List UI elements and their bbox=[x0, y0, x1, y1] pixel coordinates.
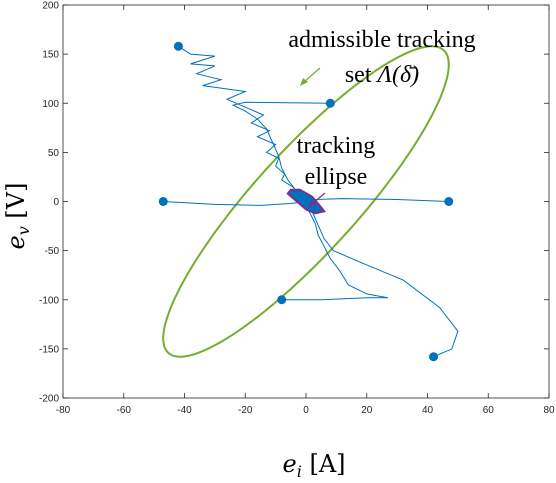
x-tick-label: -80 bbox=[56, 405, 71, 416]
y-tick-label: 0 bbox=[53, 197, 59, 208]
y-axis-title: ev [V] bbox=[2, 183, 33, 250]
trajectory-6 bbox=[305, 201, 459, 358]
y-tick-label: 100 bbox=[42, 99, 59, 110]
y-tick-label: -200 bbox=[39, 394, 59, 405]
start-point-4 bbox=[444, 197, 454, 206]
trajectory-5 bbox=[281, 201, 389, 301]
admissible-set-ellipse bbox=[162, 45, 450, 358]
y-tick-label: -150 bbox=[39, 344, 59, 355]
y-tick-label: -100 bbox=[39, 295, 59, 306]
tracking-arrow bbox=[308, 192, 326, 208]
y-tick-label: 150 bbox=[42, 50, 59, 61]
admissible-arrow bbox=[300, 67, 321, 86]
x-axis-title: ei [A] bbox=[282, 450, 345, 481]
tracking-label-line2: ellipse bbox=[305, 164, 368, 190]
x-tick-label: -20 bbox=[238, 405, 253, 416]
x-tick-label: -60 bbox=[117, 405, 132, 416]
trajectory-3 bbox=[163, 201, 307, 206]
x-tick-label: 60 bbox=[483, 405, 495, 416]
y-tick-label: 50 bbox=[48, 148, 60, 159]
trajectory-2 bbox=[231, 101, 331, 202]
x-tick-label: 80 bbox=[543, 405, 555, 416]
tracking-ellipse bbox=[286, 188, 326, 215]
y-tick-label: 200 bbox=[42, 1, 59, 12]
x-tick-label: 40 bbox=[422, 405, 434, 416]
start-point-3 bbox=[158, 197, 168, 206]
admissible-label-line1: admissible tracking bbox=[288, 27, 475, 53]
tracking-label-line1: tracking bbox=[297, 133, 376, 159]
x-tick-label: -40 bbox=[177, 405, 192, 416]
y-tick-label: -50 bbox=[45, 246, 60, 257]
start-point-2 bbox=[325, 98, 335, 108]
admissible-label-line2: set Λ(δ̄) bbox=[345, 62, 419, 88]
start-point-6 bbox=[429, 352, 439, 362]
start-point-5 bbox=[277, 295, 287, 305]
x-tick-label: 0 bbox=[303, 405, 309, 416]
start-point-1 bbox=[173, 41, 183, 51]
x-tick-label: 20 bbox=[361, 405, 373, 416]
